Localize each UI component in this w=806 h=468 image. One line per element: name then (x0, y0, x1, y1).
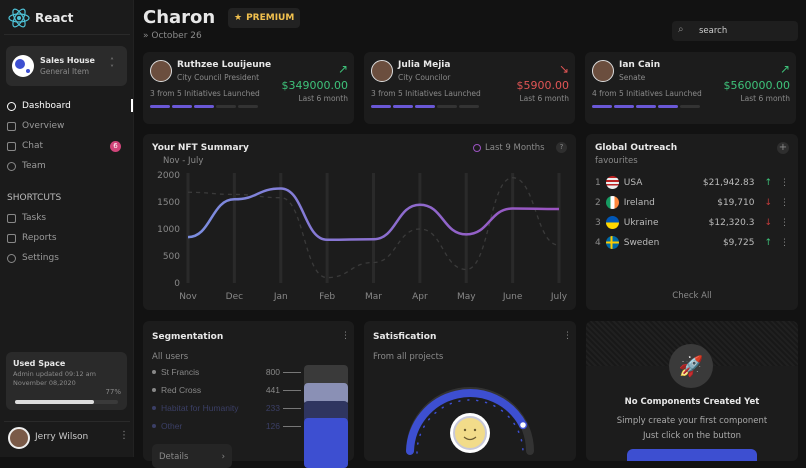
empty-components-card: 🚀 No Components Created Yet Simply creat… (586, 321, 798, 461)
amount: $9,725 (723, 238, 755, 248)
bullet-icon (152, 424, 156, 428)
segment-value: 441 (260, 385, 280, 395)
rank: 2 (595, 198, 601, 208)
outreach-subtitle: favourites (595, 156, 638, 166)
more-icon[interactable]: ⋮ (780, 198, 789, 208)
chevron-right-icon: › (222, 452, 225, 462)
segment-value: 233 (260, 403, 280, 413)
rank: 4 (595, 238, 601, 248)
more-icon[interactable]: ⋮ (780, 218, 789, 228)
arrow-up-icon: ↑ (764, 178, 772, 188)
y-tick-label: 500 (163, 252, 180, 262)
segment-value: 800 (260, 367, 280, 377)
country: Sweden (624, 238, 660, 248)
more-icon[interactable]: ⋮ (780, 238, 789, 248)
y-tick-label: 1500 (157, 198, 180, 208)
connector-line (283, 390, 301, 391)
segment-item: Habitat for Humanity 233 (152, 403, 302, 413)
arrow-down-icon: ↓ (764, 198, 772, 208)
outreach-row[interactable]: 1 USA $21,942.83 ↑ ⋮ (595, 176, 789, 189)
create-component-button[interactable] (627, 449, 757, 461)
bullet-icon (152, 406, 156, 410)
segment-item: Red Cross 441 (152, 385, 302, 395)
more-icon[interactable]: ⋮ (341, 331, 350, 341)
x-tick-label: May (457, 292, 476, 302)
outreach-row[interactable]: 2 Ireland $19,710 ↓ ⋮ (595, 196, 789, 209)
flag-icon (606, 176, 619, 189)
x-tick-label: Jan (273, 292, 288, 302)
satisfication-card: Satisfication ⋮ From all projects (364, 321, 576, 461)
amount: $12,320.3 (709, 218, 755, 228)
empty-line1: Simply create your first component (586, 416, 798, 426)
amount: $21,942.83 (703, 178, 755, 188)
x-tick-label: June (502, 292, 523, 302)
check-all-link[interactable]: Check All (586, 291, 798, 301)
more-icon[interactable]: ⋮ (780, 178, 789, 188)
country: Ireland (624, 198, 655, 208)
global-outreach-card: Global Outreach favourites + 1 USA $21,9… (586, 134, 798, 310)
segmentation-subtitle: All users (152, 352, 188, 362)
rank: 1 (595, 178, 601, 188)
country: USA (624, 178, 643, 188)
y-tick-label: 2000 (157, 171, 180, 181)
segmentation-title: Segmentation (152, 332, 223, 342)
x-tick-label: Mar (365, 292, 382, 302)
bullet-icon (152, 388, 156, 392)
connector-line (283, 408, 301, 409)
segment-label: Habitat for Humanity (161, 403, 238, 413)
outreach-row[interactable]: 4 Sweden $9,725 ↑ ⋮ (595, 236, 789, 249)
amount: $19,710 (717, 198, 754, 208)
outreach-row[interactable]: 3 Ukraine $12,320.3 ↓ ⋮ (595, 216, 789, 229)
x-tick-label: Apr (412, 292, 428, 302)
outreach-title: Global Outreach (595, 143, 677, 153)
arrow-up-icon: ↑ (764, 238, 772, 248)
y-tick-label: 0 (174, 279, 180, 289)
segment-label: St Francis (161, 367, 199, 377)
satisfaction-gauge (400, 381, 540, 461)
x-tick-label: July (550, 292, 568, 302)
satisfication-subtitle: From all projects (373, 352, 443, 362)
x-tick-label: Dec (226, 292, 243, 302)
segmentation-card: Segmentation ⋮ All users St Francis 800 … (143, 321, 354, 461)
connector-line (283, 372, 301, 373)
connector-line (283, 426, 301, 427)
segment-value: 126 (260, 421, 280, 431)
flag-icon (606, 216, 619, 229)
segment-label: Other (161, 421, 182, 431)
add-icon[interactable]: + (777, 142, 789, 154)
satisfication-title: Satisfication (373, 332, 436, 342)
flag-icon (606, 236, 619, 249)
rank: 3 (595, 218, 601, 228)
details-label: Details (159, 452, 188, 462)
segment-bar-4 (304, 418, 348, 468)
flag-icon (606, 196, 619, 209)
segment-item: St Francis 800 (152, 367, 302, 377)
country: Ukraine (624, 218, 659, 228)
segment-label: Red Cross (161, 385, 201, 395)
y-tick-label: 1000 (157, 225, 180, 235)
more-icon[interactable]: ⋮ (563, 331, 572, 341)
x-tick-label: Nov (179, 292, 197, 302)
segment-item: Other 126 (152, 421, 302, 431)
empty-title: No Components Created Yet (586, 397, 798, 407)
details-button[interactable]: Details › (152, 444, 232, 468)
arrow-down-icon: ↓ (764, 218, 772, 228)
x-tick-label: Feb (319, 292, 335, 302)
bullet-icon (152, 370, 156, 374)
rocket-icon: 🚀 (669, 344, 713, 388)
empty-line2: Just click on the button (586, 431, 798, 441)
